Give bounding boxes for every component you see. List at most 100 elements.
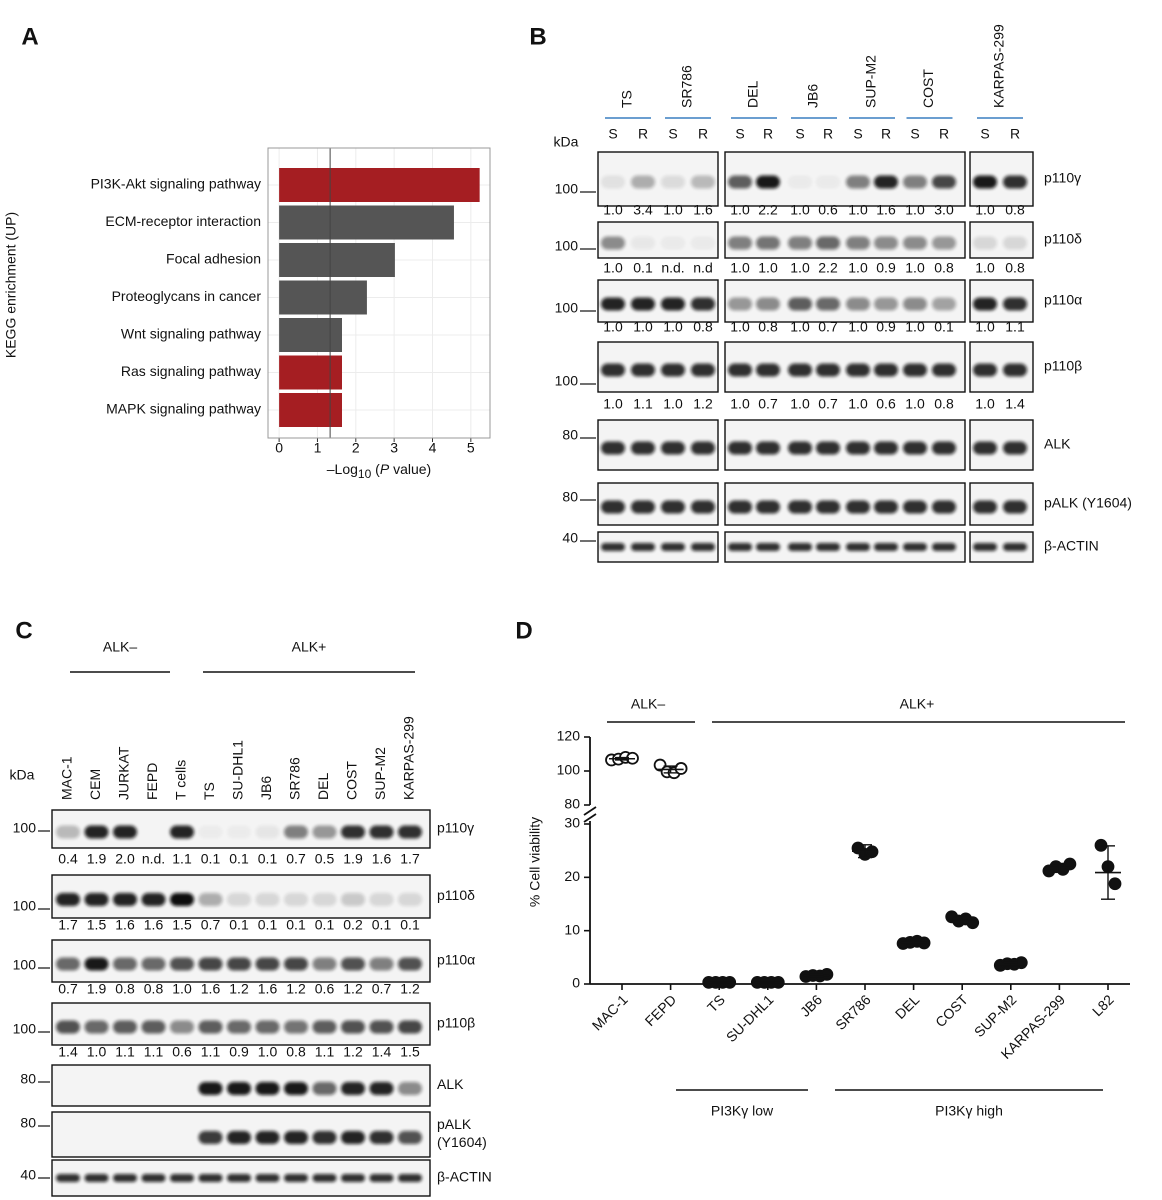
quantification: 0.4	[58, 851, 78, 867]
quantification: 1.0	[905, 260, 925, 276]
lane-group-label: TS	[619, 90, 635, 108]
bar	[279, 280, 367, 315]
quantification: 1.1	[172, 851, 192, 867]
condition-label: S	[735, 126, 744, 142]
condition-label: R	[881, 126, 891, 142]
quantification: 1.0	[730, 319, 750, 335]
band	[973, 500, 997, 514]
category-label: Focal adhesion	[166, 251, 261, 267]
row-label: pALK (Y1604)	[1044, 495, 1132, 511]
blot-frame	[51, 1002, 431, 1046]
row-label: p110δ	[1044, 231, 1082, 247]
band	[903, 500, 927, 514]
quantification: 1.0	[975, 202, 995, 218]
band	[198, 1174, 223, 1182]
blot-frame	[51, 809, 431, 849]
rule	[583, 813, 597, 823]
band	[341, 1174, 365, 1182]
condition-label: S	[910, 126, 919, 142]
quantification: 1.7	[58, 917, 78, 933]
size-marker: 100	[13, 1021, 37, 1037]
quantification: 2.2	[758, 202, 778, 218]
row-label: (Y1604)	[437, 1134, 487, 1150]
quantification: 1.2	[693, 396, 713, 412]
band	[846, 500, 870, 514]
band	[170, 1174, 194, 1182]
x-tick-label: 2	[352, 440, 360, 456]
quantification: 3.4	[633, 202, 653, 218]
band	[601, 441, 625, 455]
band	[284, 1082, 308, 1095]
size-marker: 100	[13, 957, 37, 973]
size-marker: 100	[13, 820, 37, 836]
band	[631, 500, 655, 514]
band	[141, 1020, 166, 1034]
band	[398, 1131, 422, 1144]
band	[369, 825, 394, 839]
band	[341, 825, 365, 839]
band	[398, 1082, 422, 1095]
category-label: MAPK signaling pathway	[106, 401, 261, 417]
condition-label: R	[698, 126, 708, 142]
x-tick-label: COST	[932, 991, 971, 1030]
quantification: 1.0	[730, 202, 750, 218]
quantification: 0.7	[201, 917, 221, 933]
band	[227, 957, 251, 971]
band	[691, 500, 715, 514]
band	[84, 957, 109, 971]
group-label: PI3Kγ low	[711, 1103, 774, 1119]
band	[398, 1174, 422, 1182]
group-label: ALK–	[631, 696, 665, 712]
rule	[583, 806, 597, 816]
condition-label: R	[638, 126, 648, 142]
band	[728, 175, 752, 189]
quantification: 0.8	[934, 260, 954, 276]
condition-label: S	[853, 126, 862, 142]
quantification: 1.0	[975, 319, 995, 335]
quantification: 1.4	[1005, 396, 1025, 412]
quantification: 0.6	[172, 1044, 192, 1060]
quantification: 1.0	[87, 1044, 107, 1060]
condition-label: R	[1010, 126, 1020, 142]
blot-frame	[724, 279, 966, 323]
lane-label: SR786	[287, 757, 303, 800]
size-marker: 100	[555, 373, 579, 389]
blot-frame	[51, 1111, 431, 1158]
quantification: 0.1	[934, 319, 954, 335]
category-label: ECM-receptor interaction	[105, 213, 261, 229]
band	[1003, 500, 1027, 514]
x-tick-label: 4	[429, 440, 437, 456]
x-tick-label: SR786	[832, 991, 874, 1033]
band	[199, 826, 223, 839]
blot-frame	[597, 531, 719, 563]
quantification: 0.7	[818, 319, 838, 335]
band	[170, 1020, 194, 1034]
panel-label: C	[15, 617, 32, 644]
blot-frame	[724, 482, 966, 526]
bar	[279, 243, 395, 277]
band	[227, 1174, 251, 1182]
band	[903, 236, 927, 250]
band	[312, 893, 337, 906]
band	[284, 893, 308, 906]
band	[846, 236, 870, 250]
quantification: 0.2	[343, 917, 363, 933]
blot-frame	[969, 419, 1034, 471]
group-label: PI3Kγ high	[935, 1103, 1003, 1119]
y-axis-label: % Cell viability	[527, 817, 543, 907]
x-tick-label: TS	[704, 991, 728, 1015]
band	[932, 441, 956, 455]
band	[198, 1131, 223, 1144]
band	[141, 957, 166, 971]
band	[198, 893, 223, 906]
quantification: 1.0	[663, 202, 683, 218]
band	[846, 363, 870, 377]
band	[973, 363, 997, 377]
band	[932, 543, 956, 551]
band	[788, 236, 812, 250]
band	[170, 825, 194, 839]
band	[846, 441, 870, 455]
lane-label: JURKAT	[116, 746, 132, 800]
category-label: Proteoglycans in cancer	[112, 288, 262, 304]
band	[284, 1020, 308, 1034]
